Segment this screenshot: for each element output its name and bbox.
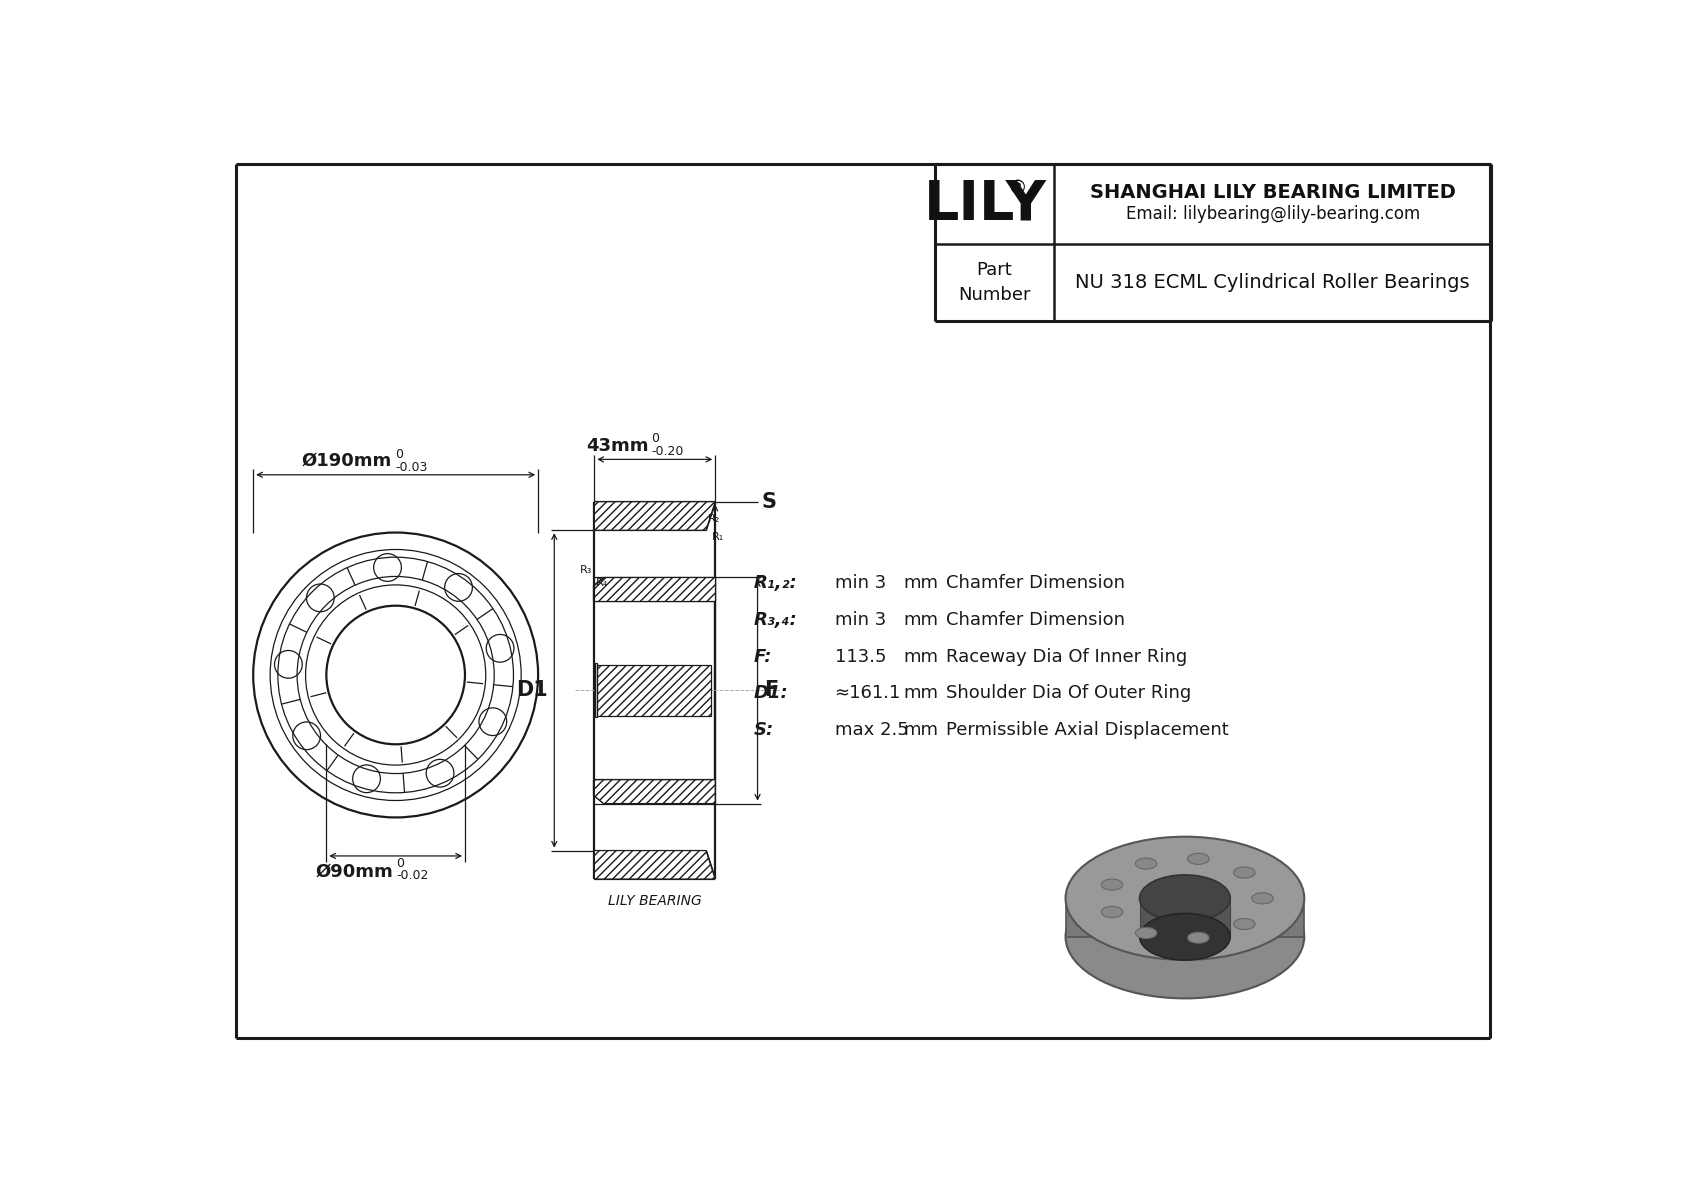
Text: ≈161.1: ≈161.1 bbox=[835, 685, 901, 703]
Ellipse shape bbox=[1135, 928, 1157, 939]
Text: 0: 0 bbox=[652, 432, 658, 445]
Text: NU 318 ECML Cylindrical Roller Bearings: NU 318 ECML Cylindrical Roller Bearings bbox=[1076, 273, 1470, 292]
Text: -0.02: -0.02 bbox=[396, 869, 429, 883]
Ellipse shape bbox=[1066, 875, 1305, 998]
Polygon shape bbox=[594, 501, 716, 530]
Text: F:: F: bbox=[754, 648, 773, 666]
Text: Ø90mm: Ø90mm bbox=[315, 862, 394, 880]
Text: S: S bbox=[761, 492, 776, 512]
Text: 0: 0 bbox=[396, 858, 404, 871]
Text: 0: 0 bbox=[394, 448, 402, 461]
Bar bbox=[598, 665, 711, 716]
Text: SHANGHAI LILY BEARING LIMITED: SHANGHAI LILY BEARING LIMITED bbox=[1090, 183, 1455, 202]
Text: Chamfer Dimension: Chamfer Dimension bbox=[946, 611, 1125, 629]
Text: LILY BEARING: LILY BEARING bbox=[608, 893, 702, 908]
Ellipse shape bbox=[1140, 913, 1231, 960]
Ellipse shape bbox=[1101, 879, 1123, 890]
Text: min 3: min 3 bbox=[835, 574, 886, 592]
Text: R₃,₄:: R₃,₄: bbox=[754, 611, 798, 629]
Polygon shape bbox=[1066, 898, 1305, 937]
Polygon shape bbox=[1140, 898, 1231, 937]
Polygon shape bbox=[594, 780, 716, 804]
Text: 113.5: 113.5 bbox=[835, 648, 886, 666]
Ellipse shape bbox=[1187, 853, 1209, 865]
Ellipse shape bbox=[1135, 858, 1157, 869]
Text: mm: mm bbox=[904, 685, 940, 703]
Text: LILY: LILY bbox=[923, 177, 1046, 231]
Text: S:: S: bbox=[754, 722, 775, 740]
Ellipse shape bbox=[1101, 906, 1123, 917]
Text: Ø190mm: Ø190mm bbox=[301, 451, 392, 470]
Text: -0.03: -0.03 bbox=[394, 461, 428, 474]
Text: mm: mm bbox=[904, 611, 940, 629]
Polygon shape bbox=[594, 850, 716, 879]
Text: ®: ® bbox=[1007, 179, 1027, 198]
Ellipse shape bbox=[1187, 933, 1209, 943]
Text: Raceway Dia Of Inner Ring: Raceway Dia Of Inner Ring bbox=[946, 648, 1187, 666]
Text: 43mm: 43mm bbox=[586, 437, 648, 455]
Ellipse shape bbox=[1251, 893, 1273, 904]
Text: D1: D1 bbox=[517, 680, 547, 700]
Text: min 3: min 3 bbox=[835, 611, 886, 629]
Text: R₂: R₂ bbox=[707, 515, 719, 524]
Text: mm: mm bbox=[904, 648, 940, 666]
Text: mm: mm bbox=[904, 722, 940, 740]
Ellipse shape bbox=[1066, 837, 1305, 960]
Text: F: F bbox=[765, 680, 778, 700]
Text: R₄: R₄ bbox=[596, 578, 608, 588]
Ellipse shape bbox=[1234, 918, 1255, 929]
Polygon shape bbox=[594, 578, 716, 601]
Text: Part
Number: Part Number bbox=[958, 261, 1031, 304]
Text: Chamfer Dimension: Chamfer Dimension bbox=[946, 574, 1125, 592]
Text: R₁: R₁ bbox=[712, 531, 724, 542]
Ellipse shape bbox=[1234, 867, 1255, 878]
Text: D1:: D1: bbox=[754, 685, 788, 703]
Text: -0.20: -0.20 bbox=[652, 445, 684, 459]
Text: Permissible Axial Displacement: Permissible Axial Displacement bbox=[946, 722, 1229, 740]
Text: Email: lilybearing@lily-bearing.com: Email: lilybearing@lily-bearing.com bbox=[1125, 205, 1420, 223]
Text: Shoulder Dia Of Outer Ring: Shoulder Dia Of Outer Ring bbox=[946, 685, 1192, 703]
Text: mm: mm bbox=[904, 574, 940, 592]
Text: max 2.5: max 2.5 bbox=[835, 722, 908, 740]
Ellipse shape bbox=[1140, 875, 1231, 922]
Text: R₁,₂:: R₁,₂: bbox=[754, 574, 798, 592]
Text: R₃: R₃ bbox=[579, 565, 593, 575]
